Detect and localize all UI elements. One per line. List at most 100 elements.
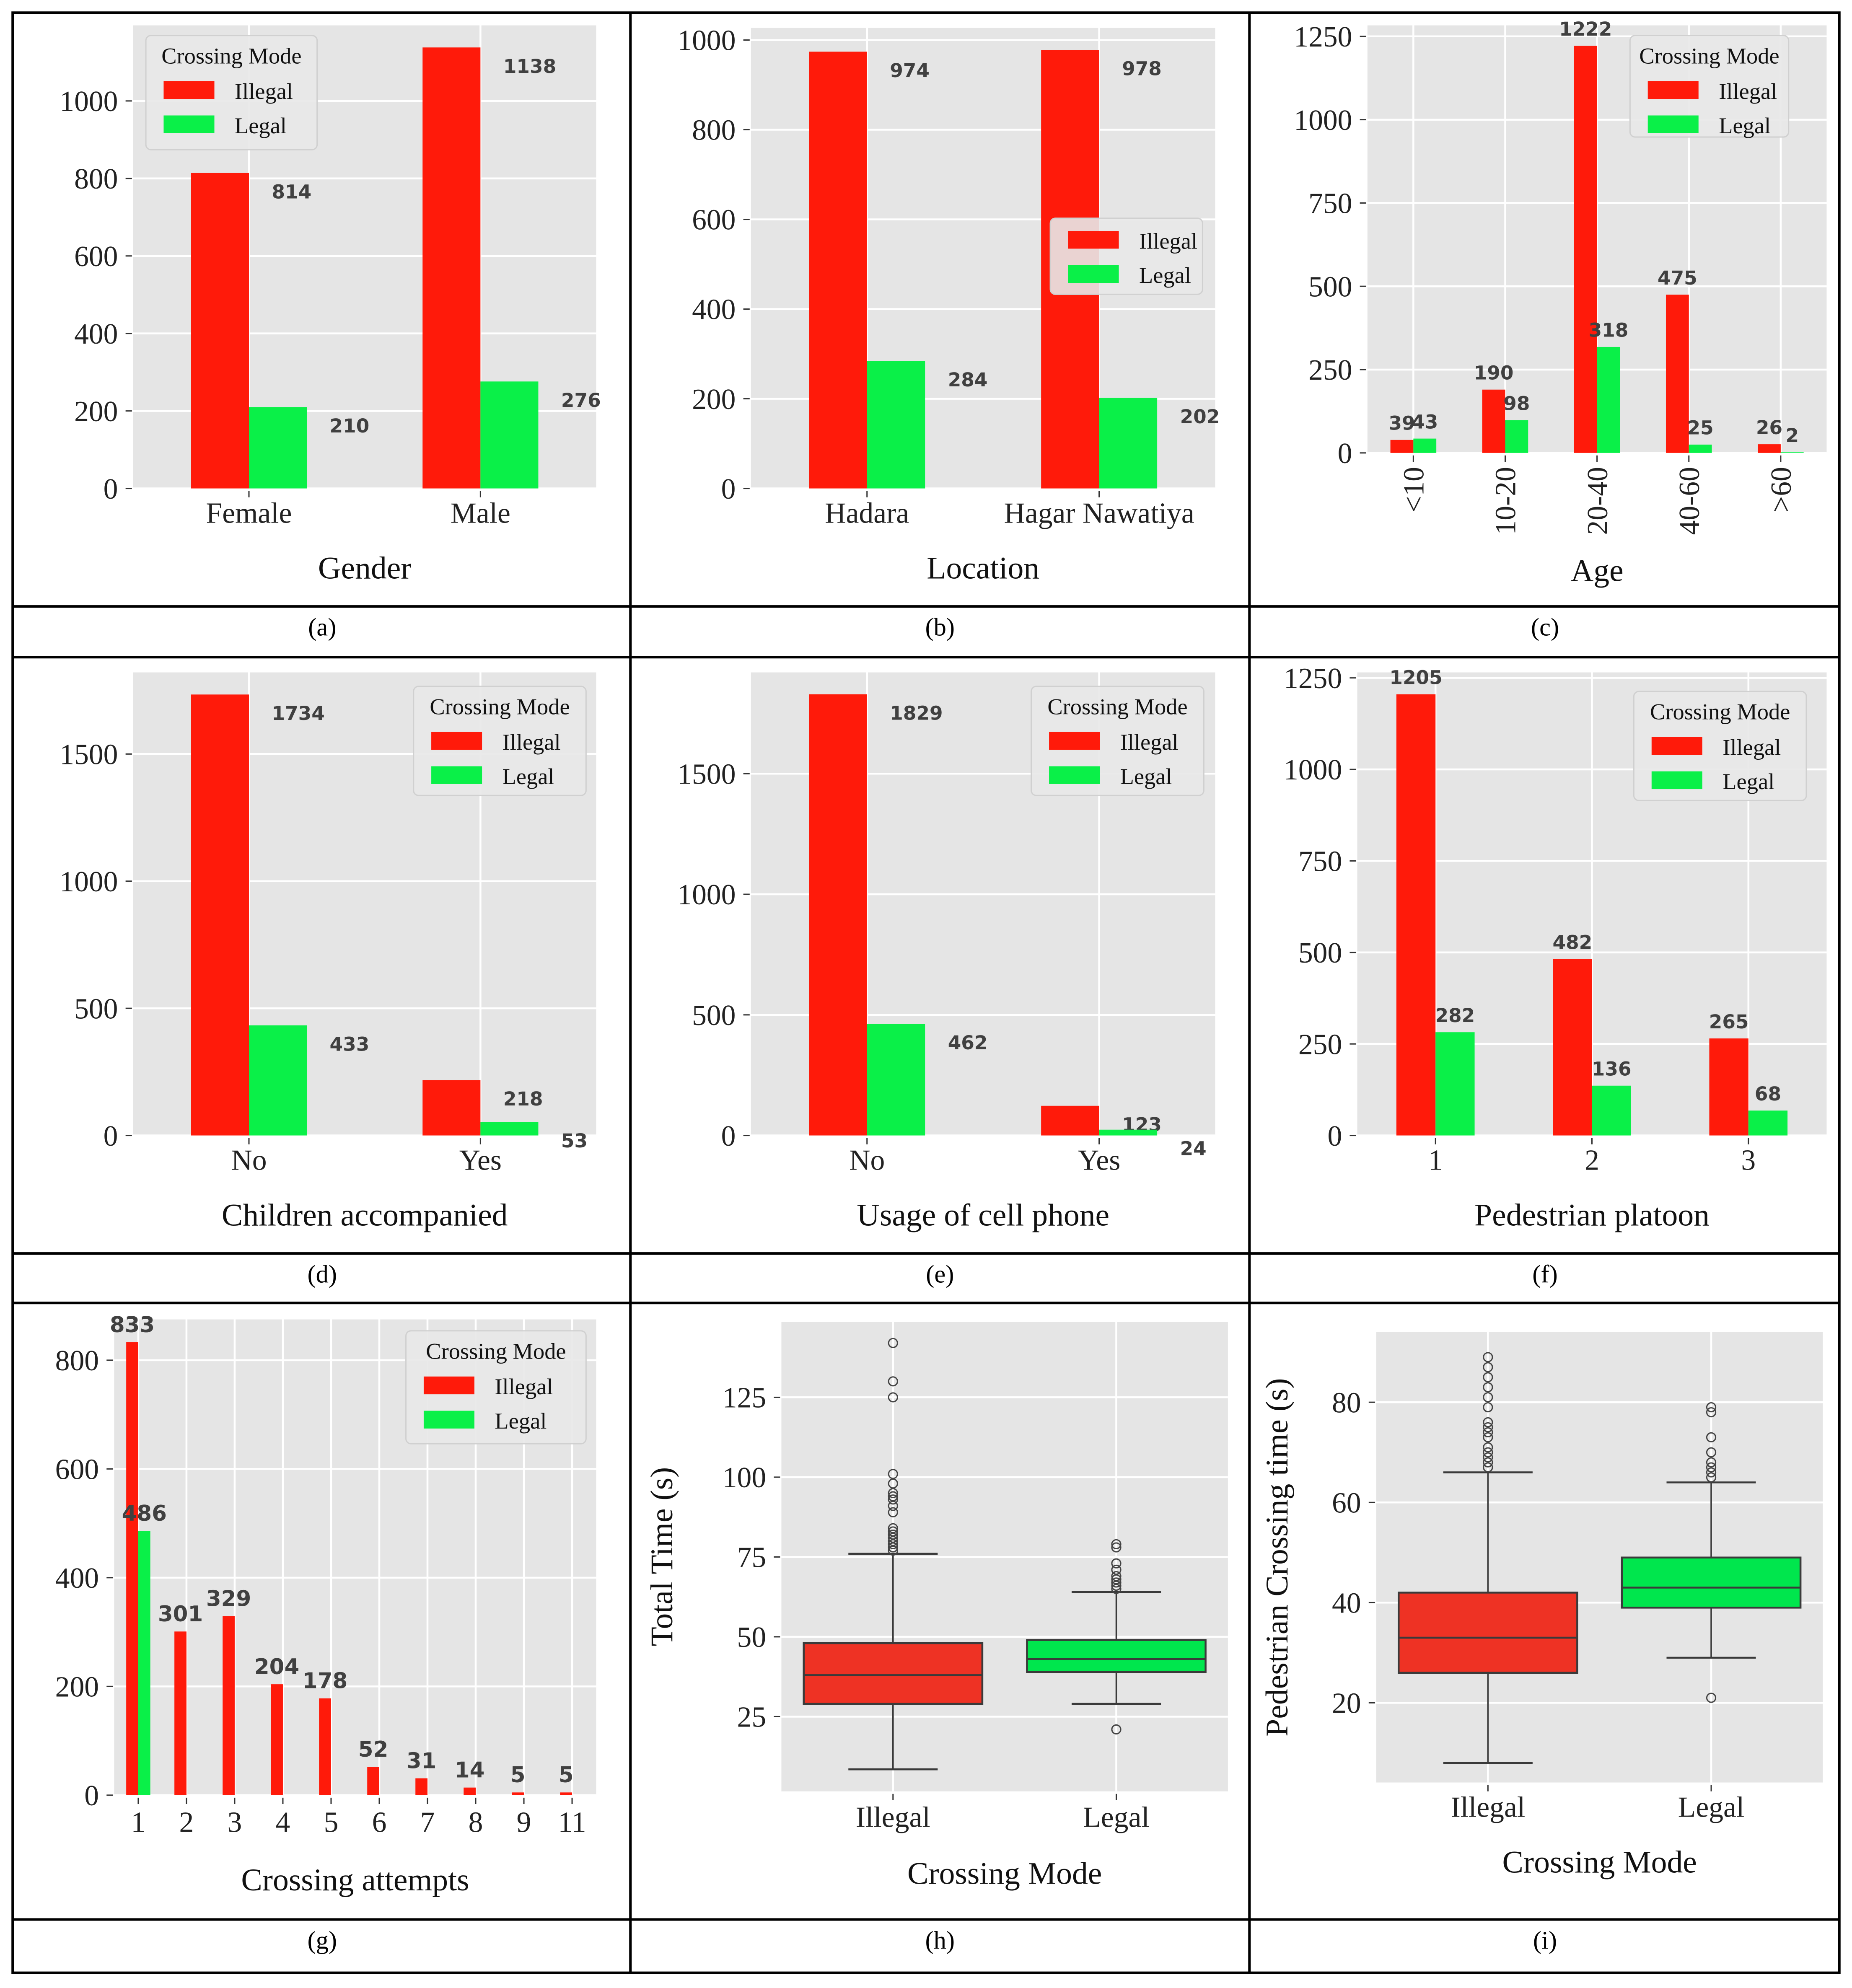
y-tick-label: 500 xyxy=(74,993,118,1025)
data-label: 68 xyxy=(1755,1083,1781,1105)
data-label: 486 xyxy=(122,1501,167,1526)
bar-legal xyxy=(1435,1032,1475,1136)
y-tick-label: 0 xyxy=(1327,1120,1342,1152)
outlier-point xyxy=(888,1392,898,1403)
panel-caption: (i) xyxy=(1533,1926,1557,1954)
bar-legal xyxy=(249,407,307,489)
x-tick-label: Yes xyxy=(459,1144,502,1176)
legend-swatch-legal xyxy=(1647,115,1699,133)
x-tick-label: 1 xyxy=(1428,1144,1443,1176)
data-label: 2 xyxy=(1785,425,1799,447)
data-label: 178 xyxy=(303,1669,347,1694)
outlier-point xyxy=(1483,1427,1493,1438)
outlier-point xyxy=(888,1501,898,1511)
data-label: 98 xyxy=(1503,393,1530,415)
outlier-point xyxy=(1111,1571,1122,1582)
legend-title: Crossing Mode xyxy=(430,694,570,719)
data-label: 14 xyxy=(455,1758,485,1783)
outlier-point xyxy=(888,1494,898,1505)
bar-illegal xyxy=(191,173,249,489)
y-tick-label: 75 xyxy=(737,1542,767,1574)
bar-legal xyxy=(1597,347,1620,453)
outlier-point xyxy=(888,1488,898,1499)
bar-legal xyxy=(1592,1085,1631,1136)
x-tick-label: Yes xyxy=(1078,1144,1120,1176)
legend-swatch-legal xyxy=(1651,771,1702,790)
data-label: 433 xyxy=(330,1033,370,1055)
y-axis-label: Pedestrian Crossing time (s) xyxy=(1260,1378,1295,1737)
box-iqr xyxy=(1621,1556,1802,1609)
bar-illegal xyxy=(271,1684,283,1795)
x-tick-label: 5 xyxy=(324,1807,339,1839)
x-axis-label: Crossing Mode xyxy=(1502,1845,1697,1879)
legend-label: Illegal xyxy=(495,1374,553,1399)
box-iqr xyxy=(803,1642,984,1705)
y-tick-label: 60 xyxy=(1332,1487,1361,1519)
data-label: 1829 xyxy=(890,702,943,724)
x-tick-label: 40-60 xyxy=(1673,467,1706,535)
outlier-point xyxy=(1706,1432,1717,1442)
x-tick-label: 11 xyxy=(558,1807,586,1839)
bar-illegal xyxy=(415,1778,428,1795)
legend-label: Illegal xyxy=(503,729,561,755)
panel-caption: (g) xyxy=(307,1926,337,1954)
x-tick-label: No xyxy=(849,1144,885,1176)
y-tick-label: 600 xyxy=(55,1454,99,1486)
legend-label: Legal xyxy=(1719,113,1771,138)
bar-legal xyxy=(867,361,925,489)
legend-swatch-legal xyxy=(423,1411,474,1429)
outlier-point xyxy=(1483,1442,1493,1452)
data-label: 190 xyxy=(1474,362,1514,384)
outlier-point xyxy=(1706,1462,1717,1473)
outlier-point xyxy=(1706,1407,1717,1418)
y-tick-label: 400 xyxy=(55,1562,99,1595)
bar-illegal xyxy=(1396,694,1436,1136)
legend-swatch-illegal xyxy=(163,81,215,99)
legend-title: Crossing Mode xyxy=(426,1338,566,1364)
y-tick-label: 200 xyxy=(692,383,736,416)
y-tick-label: 200 xyxy=(74,396,118,428)
legend-label: Legal xyxy=(1120,764,1172,789)
data-label: 276 xyxy=(561,389,601,412)
outlier-point xyxy=(1706,1467,1717,1478)
data-label: 1138 xyxy=(503,55,556,78)
chart-panel-c: 0 250 500 750 1000 1250 <10 10-20 20-40 40-60 >60 3… xyxy=(1294,18,1827,642)
data-label: 974 xyxy=(890,60,930,82)
outlier-point xyxy=(1483,1392,1493,1403)
legend-title: Crossing Mode xyxy=(161,43,301,68)
panel-caption: (c) xyxy=(1531,613,1559,642)
outlier-point xyxy=(1483,1452,1493,1463)
x-tick-label: 3 xyxy=(228,1807,242,1839)
y-tick-label: 1000 xyxy=(677,879,736,911)
x-tick-label: Hadara xyxy=(825,497,909,529)
bar-legal xyxy=(1099,398,1158,489)
outlier-point xyxy=(1483,1382,1493,1393)
legend: Crossing Mode Illegal Legal xyxy=(145,35,318,150)
outlier-point xyxy=(1483,1417,1493,1428)
y-tick-label: 25 xyxy=(737,1701,767,1734)
outlier-point xyxy=(1111,1580,1122,1591)
x-tick-label: Illegal xyxy=(856,1802,930,1834)
data-label: 218 xyxy=(503,1088,543,1110)
bar-illegal xyxy=(319,1698,331,1795)
x-axis-label: Age xyxy=(1571,554,1624,588)
data-label: 1205 xyxy=(1389,667,1442,689)
bar-illegal xyxy=(1574,46,1597,453)
data-label: 52 xyxy=(358,1737,389,1762)
x-tick-label: 20-40 xyxy=(1582,467,1614,535)
outlier-point xyxy=(888,1545,898,1556)
data-label: 31 xyxy=(407,1748,437,1773)
x-tick-label: Male xyxy=(451,497,510,529)
legend-swatch-illegal xyxy=(431,732,482,750)
y-tick-label: 1000 xyxy=(60,85,118,118)
outlier-point xyxy=(1483,1372,1493,1382)
x-tick-label: Illegal xyxy=(1451,1791,1525,1823)
bar-illegal xyxy=(223,1616,235,1795)
data-label: 978 xyxy=(1122,58,1162,80)
y-axis-label: Total Time (s) xyxy=(645,1467,679,1646)
legend-swatch-legal xyxy=(1049,766,1100,784)
bar-legal xyxy=(1505,420,1528,453)
bar-illegal xyxy=(422,1080,481,1136)
outlier-point xyxy=(888,1532,898,1543)
